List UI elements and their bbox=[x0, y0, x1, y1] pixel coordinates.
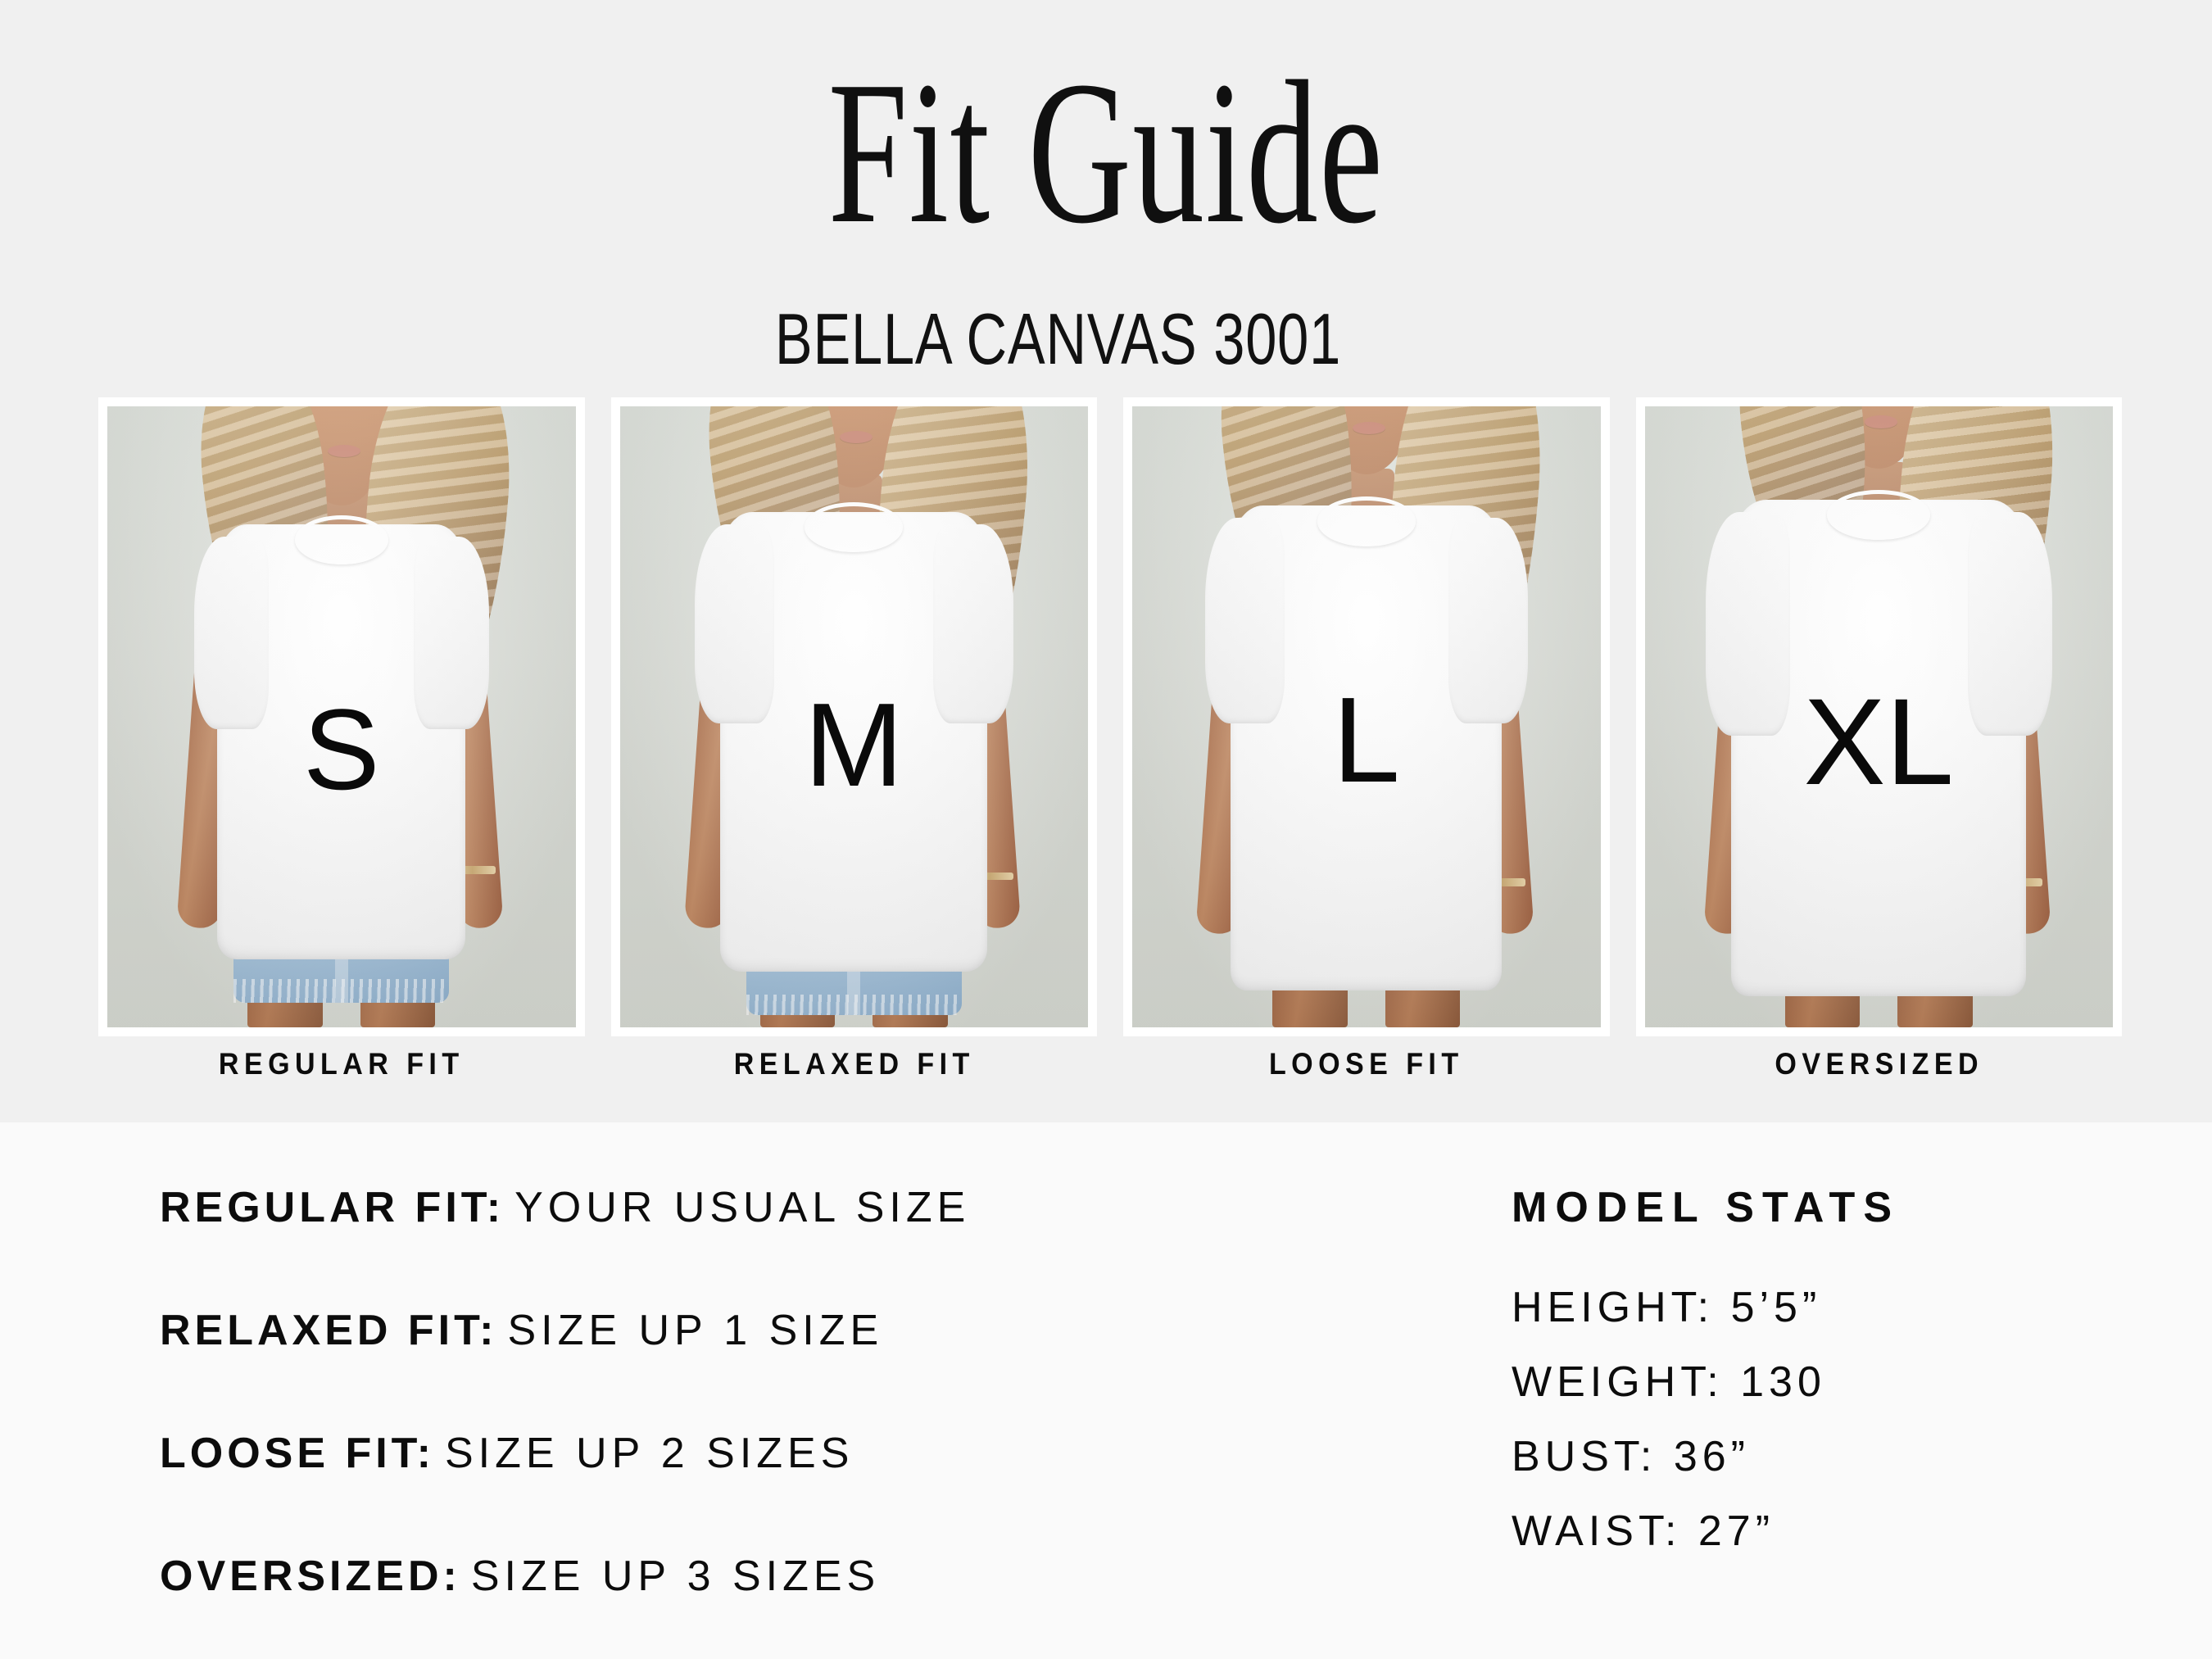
model-figure-s: S bbox=[107, 406, 576, 1027]
size-panel-l[interactable]: L bbox=[1123, 397, 1610, 1036]
product-subtitle: BELLA CANVAS 3001 bbox=[774, 298, 1342, 379]
model-figure-xl: XL bbox=[1645, 406, 2114, 1027]
model-stat-height: HEIGHT: 5’5” bbox=[1512, 1284, 1822, 1331]
fit-row-label: LOOSE FIT: bbox=[160, 1430, 435, 1477]
fit-caption-relaxed: RELAXED FIT bbox=[733, 1047, 975, 1081]
fit-row-regular: REGULAR FIT: YOUR USUAL SIZE bbox=[160, 1186, 1389, 1309]
fit-row-value: SIZE UP 2 SIZES bbox=[445, 1430, 854, 1477]
fit-row-value: SIZE UP 1 SIZE bbox=[507, 1307, 884, 1354]
size-letter-l: L bbox=[1332, 672, 1400, 808]
page-title: Fit Guide bbox=[827, 39, 1385, 266]
fit-row-label: OVERSIZED: bbox=[160, 1552, 461, 1600]
size-panel-xl[interactable]: XL bbox=[1635, 397, 2122, 1036]
fit-row-label: REGULAR FIT: bbox=[160, 1184, 505, 1231]
size-letter-m: M bbox=[804, 678, 904, 812]
model-photo-l: L bbox=[1132, 406, 1601, 1027]
size-panel-m[interactable]: M bbox=[610, 397, 1097, 1036]
model-figure-l: L bbox=[1132, 406, 1601, 1027]
fit-caption-regular: REGULAR FIT bbox=[218, 1047, 465, 1081]
fit-row-oversized: OVERSIZED: SIZE UP 3 SIZES bbox=[160, 1555, 1389, 1659]
fit-caption-oversized: OVERSIZED bbox=[1774, 1047, 1983, 1081]
fit-description-list: REGULAR FIT: YOUR USUAL SIZE RELAXED FIT:… bbox=[160, 1186, 1389, 1659]
size-panel-strip: S bbox=[98, 397, 2122, 1036]
model-stats-block: MODEL STATS HEIGHT: 5’5” WEIGHT: 130 BUS… bbox=[1512, 1186, 2134, 1584]
size-letter-s: S bbox=[303, 684, 380, 814]
fit-caption-loose: LOOSE FIT bbox=[1268, 1047, 1464, 1081]
size-letter-xl: XL bbox=[1803, 672, 1954, 810]
model-photo-xl: XL bbox=[1644, 406, 2114, 1027]
model-stats-title: MODEL STATS bbox=[1512, 1184, 1900, 1231]
info-section: REGULAR FIT: YOUR USUAL SIZE RELAXED FIT:… bbox=[0, 1122, 2212, 1659]
fit-row-loose: LOOSE FIT: SIZE UP 2 SIZES bbox=[160, 1432, 1389, 1555]
fit-row-value: SIZE UP 3 SIZES bbox=[470, 1552, 881, 1600]
fit-captions: REGULAR FIT RELAXED FIT LOOSE FIT OVERSI… bbox=[98, 1047, 2122, 1113]
model-stat-waist: WAIST: 27” bbox=[1512, 1507, 1775, 1555]
fit-row-label: RELAXED FIT: bbox=[160, 1307, 498, 1354]
header: Fit Guide BELLA CANVAS 3001 bbox=[0, 0, 2212, 385]
size-panel-s[interactable]: S bbox=[98, 397, 585, 1036]
model-stat-bust: BUST: 36” bbox=[1512, 1433, 1750, 1480]
model-photo-m: M bbox=[619, 406, 1089, 1027]
model-figure-m: M bbox=[620, 406, 1089, 1027]
model-photo-s: S bbox=[107, 406, 576, 1027]
fit-row-relaxed: RELAXED FIT: SIZE UP 1 SIZE bbox=[160, 1309, 1389, 1432]
model-stat-weight: WEIGHT: 130 bbox=[1512, 1358, 1826, 1406]
fit-row-value: YOUR USUAL SIZE bbox=[514, 1184, 971, 1231]
